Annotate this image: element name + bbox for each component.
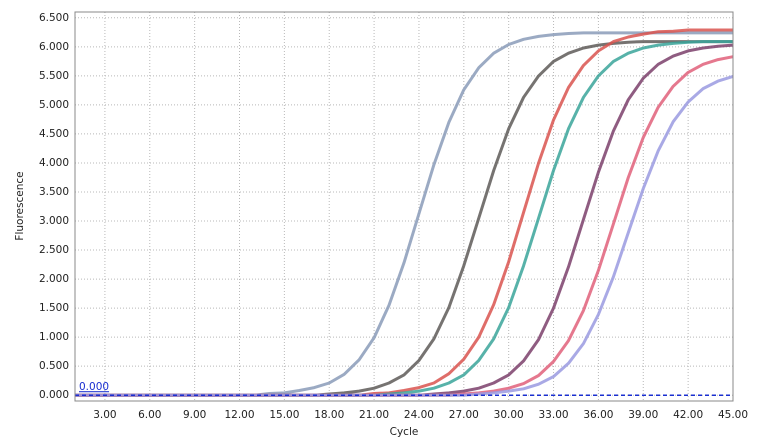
x-tick-label: 45.00 bbox=[718, 409, 748, 421]
x-tick-label: 9.00 bbox=[183, 409, 206, 421]
y-tick-label: 0.500 bbox=[39, 360, 69, 372]
series-line bbox=[75, 43, 734, 397]
y-tick-label: 2.500 bbox=[39, 244, 69, 256]
grid bbox=[75, 12, 734, 401]
y-tick-label: 4.000 bbox=[39, 157, 69, 169]
y-tick-label: 2.000 bbox=[39, 273, 69, 285]
x-tick-label: 39.00 bbox=[628, 409, 658, 421]
x-tick-label: 21.00 bbox=[359, 409, 389, 421]
threshold-label: 0.000 bbox=[79, 381, 109, 393]
y-tick-label: 6.500 bbox=[39, 12, 69, 24]
plot-frame bbox=[74, 11, 734, 402]
x-tick-label: 30.00 bbox=[494, 409, 524, 421]
tick-labels: 0.000 0.500 1.000 1.500 2.000 2.500 3.000 3.500… bbox=[39, 12, 748, 421]
series-line bbox=[75, 55, 734, 397]
y-axis-label: Fluorescence bbox=[14, 171, 26, 240]
x-tick-label: 27.00 bbox=[449, 409, 479, 421]
x-tick-label: 36.00 bbox=[583, 409, 613, 421]
y-tick-label: 6.000 bbox=[39, 41, 69, 53]
x-tick-label: 3.00 bbox=[93, 409, 116, 421]
plot-lines: 0.000 bbox=[75, 28, 734, 397]
x-tick-label: 6.00 bbox=[138, 409, 161, 421]
x-tick-label: 12.00 bbox=[224, 409, 254, 421]
y-tick-label: 4.500 bbox=[39, 128, 69, 140]
y-tick-label: 1.500 bbox=[39, 302, 69, 314]
y-tick-label: 5.500 bbox=[39, 70, 69, 82]
series-line bbox=[75, 74, 734, 397]
x-axis-label: Cycle bbox=[390, 426, 419, 438]
y-tick-label: 3.000 bbox=[39, 215, 69, 227]
x-tick-label: 33.00 bbox=[539, 409, 569, 421]
x-tick-label: 42.00 bbox=[673, 409, 703, 421]
y-tick-label: 5.000 bbox=[39, 99, 69, 111]
x-tick-label: 18.00 bbox=[314, 409, 344, 421]
y-tick-label: 1.000 bbox=[39, 331, 69, 343]
x-tick-label: 15.00 bbox=[269, 409, 299, 421]
y-tick-label: 3.500 bbox=[39, 186, 69, 198]
x-tick-label: 24.00 bbox=[404, 409, 434, 421]
y-tick-label: 0.000 bbox=[39, 389, 69, 401]
